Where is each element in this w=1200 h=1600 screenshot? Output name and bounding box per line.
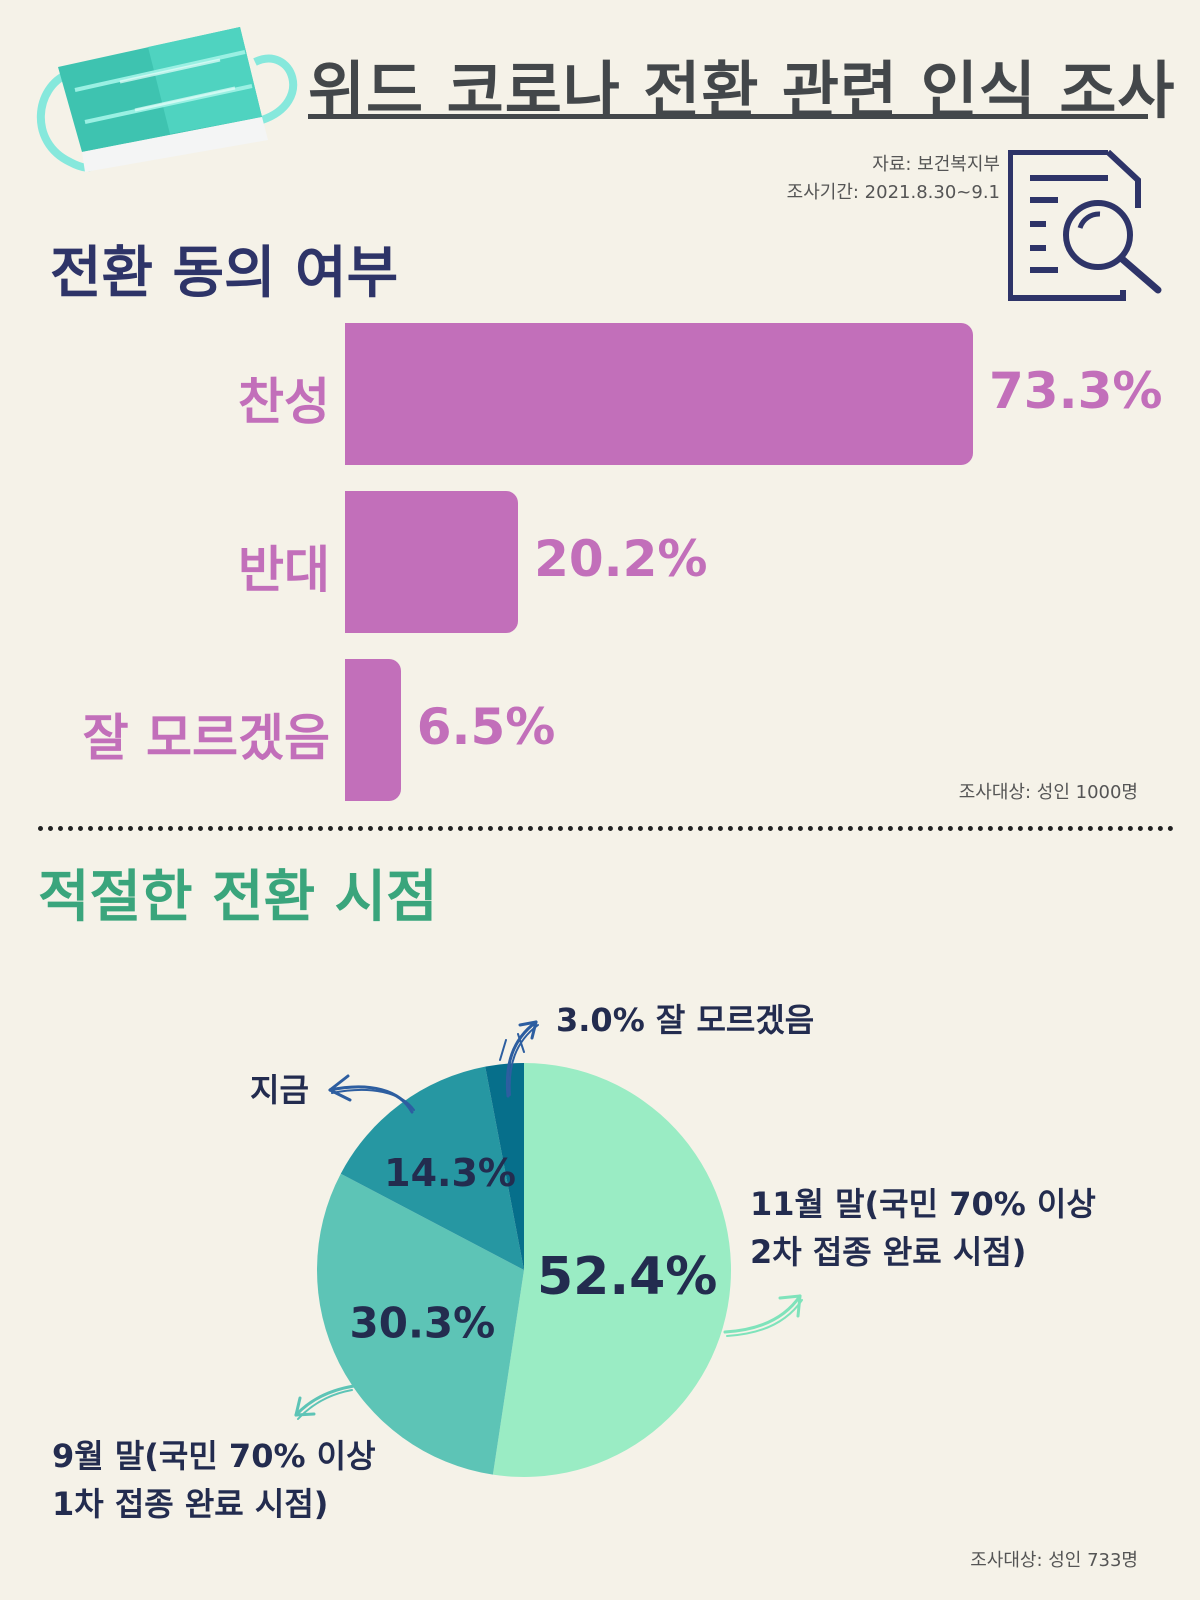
bar-value-agree: 73.3%	[989, 362, 1163, 420]
arrow-now	[328, 1074, 415, 1114]
document-search-icon	[1008, 150, 1162, 301]
bar-dontknow	[345, 659, 401, 801]
bar-agree	[345, 323, 973, 465]
bar-value-oppose: 20.2%	[534, 530, 708, 588]
annotation-nov-line2: 2차 접종 완료 시점)	[750, 1233, 1027, 1271]
bar-label-agree: 찬성	[238, 373, 330, 431]
face-mask-icon	[36, 27, 297, 172]
arrow-nov	[723, 1294, 803, 1337]
pie-label-sep: 30.3%	[350, 1298, 496, 1347]
survey-target-1: 조사대상: 성인 1000명	[958, 782, 1138, 803]
arrow-dontknow	[499, 1020, 539, 1098]
pie-slice-sep	[316, 1173, 524, 1475]
pie-label-nov: 52.4%	[537, 1247, 717, 1307]
pie-label-now: 14.3%	[384, 1151, 516, 1195]
bar-oppose	[345, 491, 519, 633]
timing-heading: 적절한 전환 시점	[38, 865, 438, 930]
pie-slice-now	[340, 1066, 524, 1270]
agreement-heading: 전환 동의 여부	[50, 241, 399, 306]
annotation-sep-line2: 1차 접종 완료 시점)	[52, 1485, 329, 1523]
bar-label-dontknow: 잘 모르겠음	[82, 709, 330, 767]
survey-period: 조사기간: 2021.8.30~9.1	[786, 182, 1000, 203]
survey-target-2: 조사대상: 성인 733명	[970, 1550, 1138, 1571]
pie-slice-nov	[492, 1063, 732, 1477]
source-text: 자료: 보건복지부	[872, 154, 1000, 175]
annotation-sep-line1: 9월 말(국민 70% 이상	[52, 1437, 376, 1475]
annotation-nov-line1: 11월 말(국민 70% 이상	[750, 1185, 1096, 1223]
bar-value-dontknow: 6.5%	[416, 698, 556, 756]
annotation-now: 지금	[250, 1071, 309, 1109]
title-underline	[308, 114, 1148, 119]
annotation-dontknow: 3.0% 잘 모르겠음	[556, 1001, 815, 1039]
section-divider	[38, 826, 1174, 831]
pie-slice-dontknow	[485, 1063, 524, 1270]
bar-label-oppose: 반대	[238, 541, 330, 599]
arrow-sep	[294, 1384, 356, 1420]
